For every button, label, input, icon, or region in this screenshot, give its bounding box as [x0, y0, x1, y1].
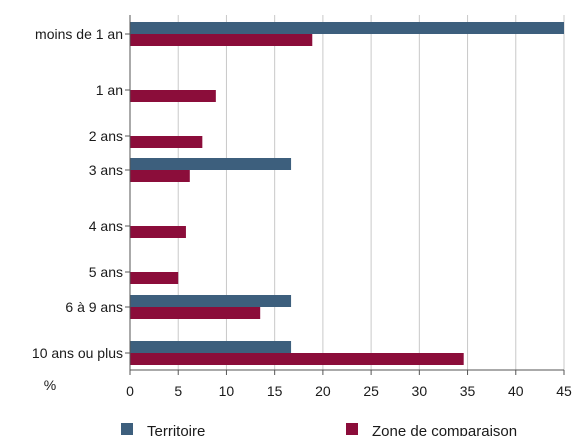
bar-zone-comparaison	[130, 272, 179, 284]
x-tick-label: 10	[219, 383, 235, 399]
category-label: 10 ans ou plus	[32, 345, 123, 361]
legend-swatch	[121, 423, 133, 435]
bar-zone-comparaison	[130, 307, 261, 319]
x-tick-label: 45	[556, 383, 572, 399]
bar-territoire	[130, 158, 292, 170]
x-tick-label: 20	[315, 383, 331, 399]
bar-territoire	[130, 295, 292, 307]
x-tick-label: 15	[267, 383, 283, 399]
legend-swatch	[346, 423, 358, 435]
legend-label: Territoire	[147, 423, 205, 436]
bar-zone-comparaison	[130, 34, 313, 46]
bar-zone-comparaison	[130, 226, 186, 238]
bar-zone-comparaison	[130, 353, 464, 365]
category-labels: moins de 1 an 1 an 2 ans 3 ans 4 ans 5 ans 6 à…	[32, 26, 123, 361]
legend: Territoire Zone de comparaison	[121, 423, 517, 440]
x-axis-unit-label: %	[44, 377, 56, 393]
x-tick-labels: 0 5 10 15 20 25 30 35 40 45	[126, 383, 572, 399]
bar-zone-comparaison	[130, 90, 216, 102]
bar-zone-comparaison	[130, 170, 190, 182]
x-tick-label: 30	[412, 383, 428, 399]
category-label: 3 ans	[89, 162, 123, 178]
category-label: 2 ans	[89, 128, 123, 144]
x-tick-label: 40	[508, 383, 524, 399]
category-label: 4 ans	[89, 218, 123, 234]
bar-territoire	[130, 341, 292, 353]
grid-lines	[177, 15, 565, 370]
x-tick-label: 25	[363, 383, 379, 399]
x-tick-label: 5	[174, 383, 182, 399]
category-label: 5 ans	[89, 264, 123, 280]
category-label: moins de 1 an	[35, 26, 123, 42]
bars	[130, 22, 564, 365]
x-tick-label: 35	[460, 383, 476, 399]
axes	[125, 15, 565, 375]
bar-territoire	[130, 22, 564, 34]
category-label: 1 an	[96, 82, 123, 98]
category-label: 6 à 9 ans	[65, 299, 123, 315]
legend-label: Zone de comparaison	[372, 423, 517, 436]
x-tick-label: 0	[126, 383, 134, 399]
bar-zone-comparaison	[130, 136, 203, 148]
